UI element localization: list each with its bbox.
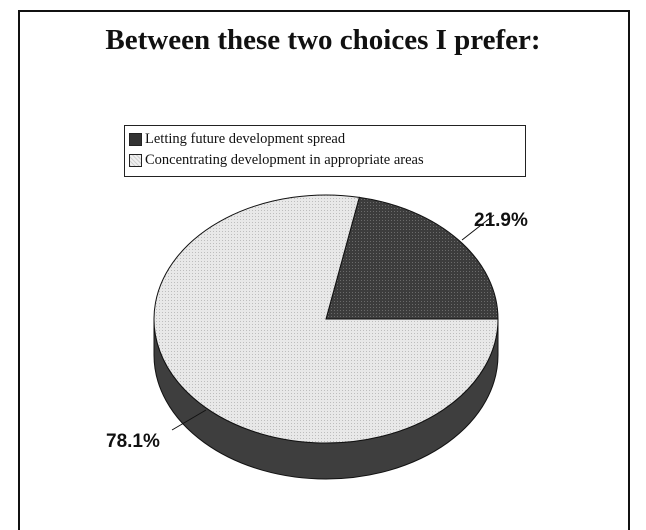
pie-top-faces	[153, 194, 499, 444]
pie-chart: 21.9% 78.1%	[106, 194, 528, 480]
legend-swatch-concentrating	[129, 154, 142, 167]
legend-swatch-letting-spread	[129, 133, 142, 146]
chart-legend: Letting future development spread Concen…	[124, 125, 526, 177]
legend-item-concentrating: Concentrating development in appropriate…	[129, 150, 525, 171]
legend-item-letting-spread: Letting future development spread	[129, 129, 525, 150]
leader-line-0	[461, 214, 495, 241]
chart-title: Between these two choices I prefer:	[105, 24, 541, 56]
pie-slice-concentrating	[153, 194, 499, 444]
data-label-concentrating: 78.1%	[106, 431, 160, 452]
data-label-letting-spread: 21.9%	[474, 210, 528, 231]
pie-leader-lines	[171, 214, 495, 431]
leader-line-1	[171, 409, 207, 431]
legend-label-concentrating: Concentrating development in appropriate…	[145, 152, 424, 168]
pie-slice-letting-spread	[325, 196, 499, 320]
legend-label-letting-spread: Letting future development spread	[145, 131, 346, 147]
